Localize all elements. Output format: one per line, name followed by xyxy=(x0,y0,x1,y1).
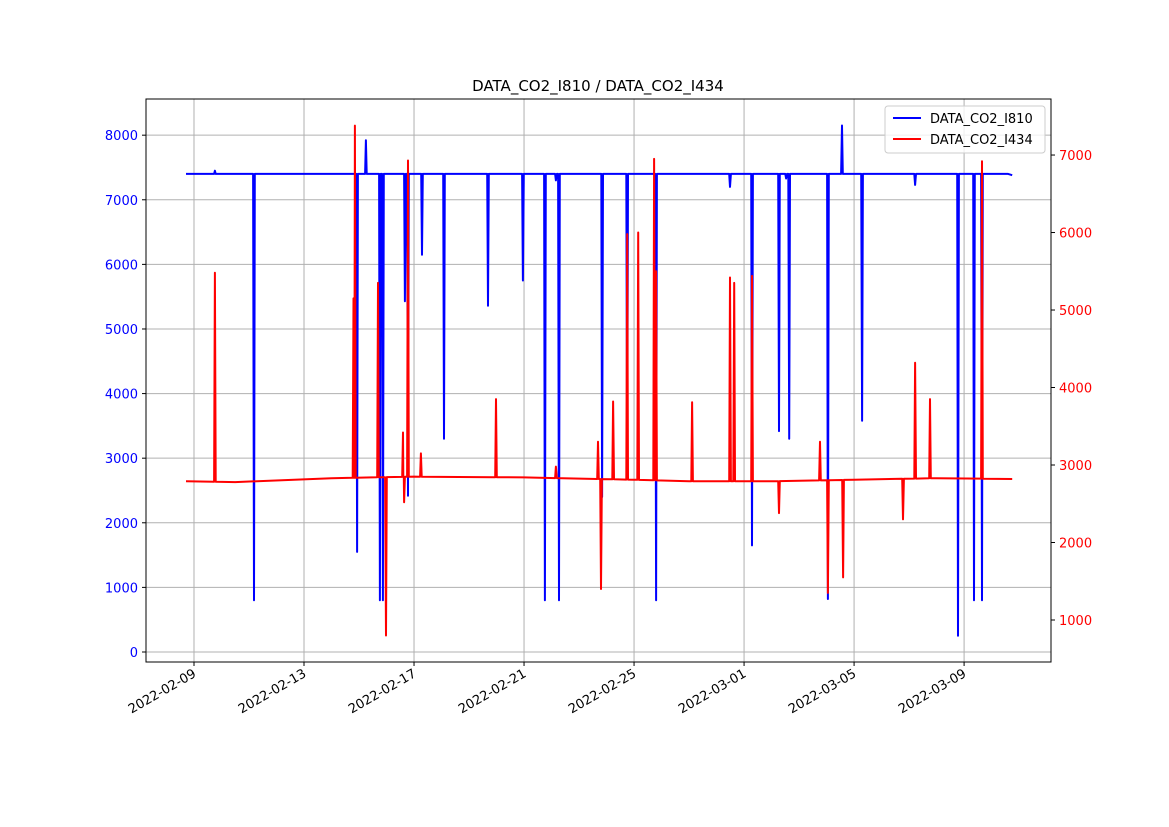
y-right-tick-label: 4000 xyxy=(1059,382,1092,397)
series-line-data_co2_i434 xyxy=(185,124,1013,637)
y-left-tick-label: 5000 xyxy=(105,323,138,338)
x-tick-label: 2022-02-21 xyxy=(456,666,529,717)
legend-label-i434: DATA_CO2_I434 xyxy=(930,133,1033,148)
y-left-tick-label: 7000 xyxy=(105,194,138,209)
x-tick-label: 2022-02-17 xyxy=(346,666,419,717)
y-right-tick-label: 1000 xyxy=(1059,614,1092,629)
y-left-tick-label: 6000 xyxy=(105,258,138,273)
grid xyxy=(146,99,1051,662)
plot-frame xyxy=(145,98,1052,663)
chart-title: DATA_CO2_I810 / DATA_CO2_I434 xyxy=(472,77,724,96)
series-lines xyxy=(185,124,1013,637)
y-left-tick-label: 1000 xyxy=(105,581,138,596)
x-tick-label: 2022-02-13 xyxy=(236,666,309,717)
y-right-tick-label: 7000 xyxy=(1059,149,1092,164)
legend: DATA_CO2_I810 DATA_CO2_I434 xyxy=(884,105,1046,154)
y-right-tick-label: 2000 xyxy=(1059,537,1092,552)
x-tick-label: 2022-03-01 xyxy=(676,666,749,717)
y-right-tick-label: 5000 xyxy=(1059,304,1092,319)
x-tick-label: 2022-03-09 xyxy=(896,666,969,717)
y-left-tick-label: 0 xyxy=(130,646,138,661)
x-tick-label: 2022-03-05 xyxy=(786,666,859,717)
y-left-tick-label: 4000 xyxy=(105,388,138,403)
series-line-data_co2_i810 xyxy=(186,124,1013,637)
x-tick-label: 2022-02-25 xyxy=(566,666,639,717)
y-left-tick-label: 3000 xyxy=(105,452,138,467)
y-left-tick-label: 8000 xyxy=(105,129,138,144)
y-right-tick-label: 3000 xyxy=(1059,459,1092,474)
x-tick-label: 2022-02-09 xyxy=(126,666,199,717)
y-left-tick-label: 2000 xyxy=(105,517,138,532)
legend-label-i810: DATA_CO2_I810 xyxy=(930,112,1033,127)
y-right-tick-label: 6000 xyxy=(1059,227,1092,242)
